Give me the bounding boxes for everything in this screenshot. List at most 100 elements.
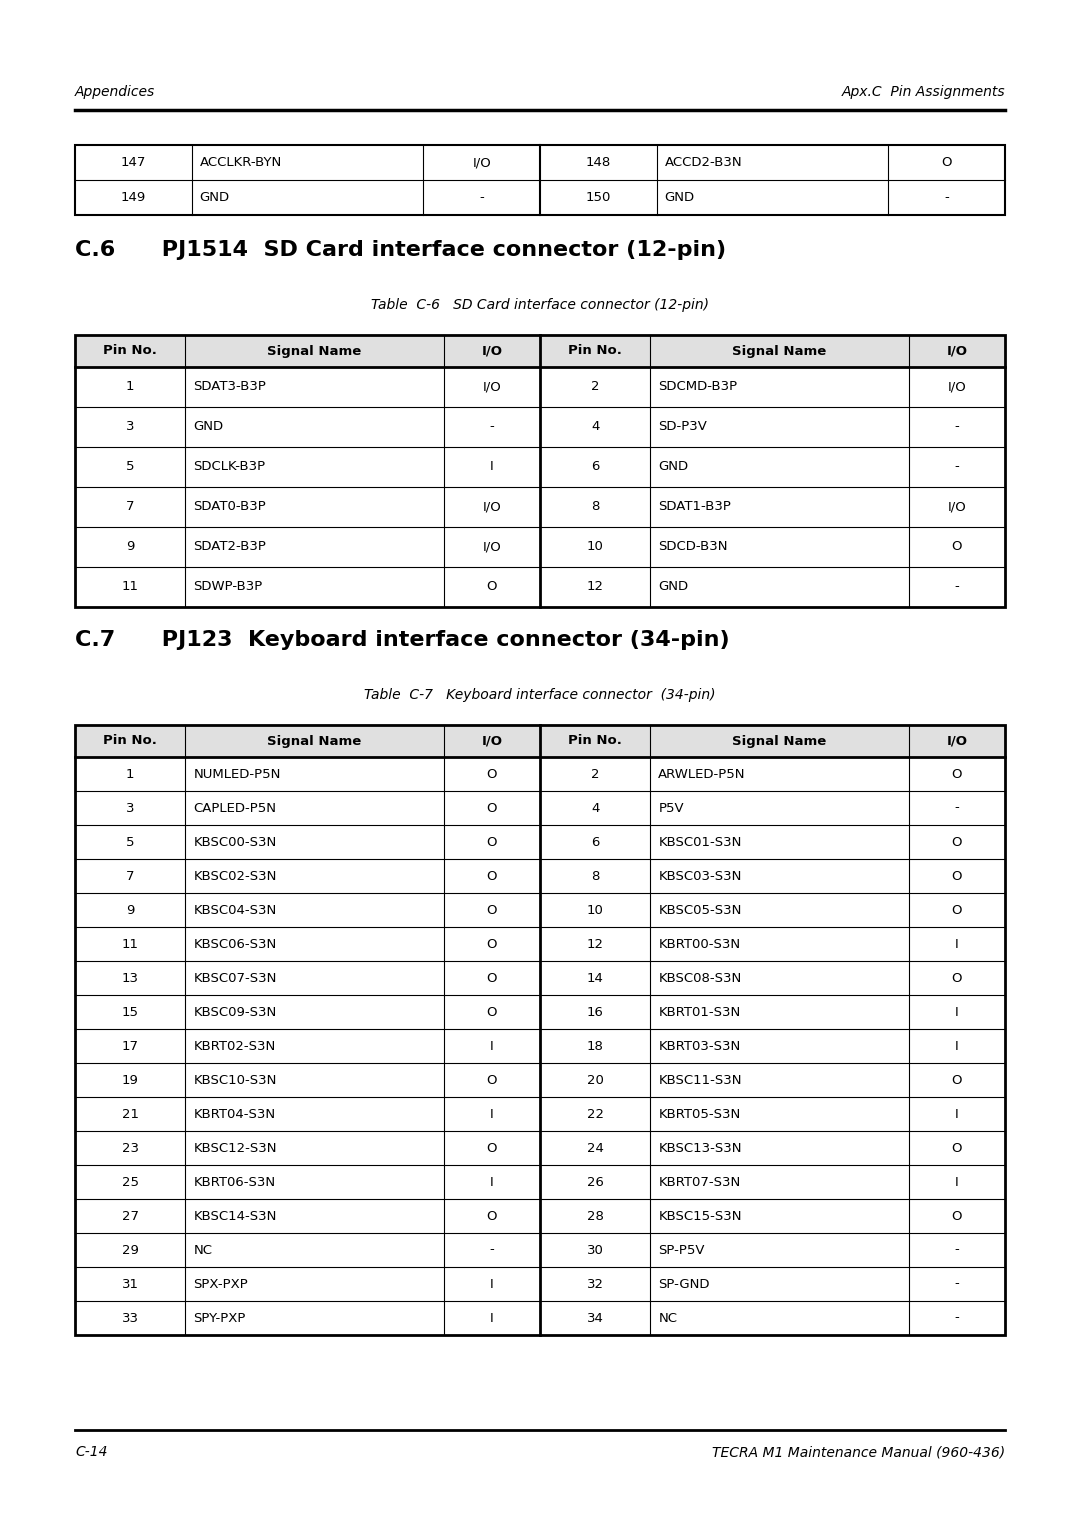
Text: SDAT3-B3P: SDAT3-B3P — [193, 381, 267, 393]
Text: SDCD-B3N: SDCD-B3N — [659, 540, 728, 554]
Text: 26: 26 — [586, 1176, 604, 1188]
Text: KBSC03-S3N: KBSC03-S3N — [659, 869, 742, 883]
Text: ARWLED-P5N: ARWLED-P5N — [659, 767, 746, 781]
Text: O: O — [951, 1142, 962, 1154]
Text: Pin No.: Pin No. — [568, 735, 622, 747]
Text: Pin No.: Pin No. — [104, 735, 157, 747]
Text: 9: 9 — [126, 903, 134, 917]
Text: O: O — [487, 802, 497, 814]
Text: O: O — [951, 869, 962, 883]
Text: O: O — [951, 540, 962, 554]
Text: -: - — [955, 1312, 959, 1325]
Text: -: - — [955, 1243, 959, 1257]
Text: Table  C-6   SD Card interface connector (12-pin): Table C-6 SD Card interface connector (1… — [372, 297, 708, 313]
Text: ACCD2-B3N: ACCD2-B3N — [664, 156, 742, 169]
Text: P5V: P5V — [659, 802, 684, 814]
Text: 9: 9 — [126, 540, 134, 554]
Text: 15: 15 — [122, 1005, 138, 1019]
Text: Pin No.: Pin No. — [568, 345, 622, 357]
Text: KBRT03-S3N: KBRT03-S3N — [659, 1040, 741, 1052]
Text: O: O — [487, 903, 497, 917]
Text: 2: 2 — [591, 767, 599, 781]
Text: -: - — [944, 191, 949, 204]
Text: C.7      PJ123  Keyboard interface connector (34-pin): C.7 PJ123 Keyboard interface connector (… — [75, 630, 730, 650]
Text: -: - — [480, 191, 484, 204]
Text: 10: 10 — [586, 903, 604, 917]
Text: Table  C-7   Keyboard interface connector  (34-pin): Table C-7 Keyboard interface connector (… — [364, 688, 716, 702]
Text: O: O — [487, 869, 497, 883]
Text: NC: NC — [659, 1312, 677, 1325]
Text: 12: 12 — [586, 581, 604, 593]
Text: KBSC07-S3N: KBSC07-S3N — [193, 971, 276, 985]
Text: 150: 150 — [585, 191, 611, 204]
Text: KBRT02-S3N: KBRT02-S3N — [193, 1040, 275, 1052]
Text: I/O: I/O — [483, 540, 501, 554]
Text: O: O — [951, 836, 962, 848]
Text: Apx.C  Pin Assignments: Apx.C Pin Assignments — [841, 85, 1005, 99]
Text: 34: 34 — [586, 1312, 604, 1325]
Text: O: O — [487, 1142, 497, 1154]
Text: 23: 23 — [122, 1142, 138, 1154]
Text: ACCLKR-BYN: ACCLKR-BYN — [200, 156, 282, 169]
Text: I: I — [490, 1278, 494, 1290]
Text: SP-P5V: SP-P5V — [659, 1243, 705, 1257]
Text: Signal Name: Signal Name — [268, 345, 362, 357]
Text: KBRT07-S3N: KBRT07-S3N — [659, 1176, 741, 1188]
Text: 10: 10 — [586, 540, 604, 554]
Text: KBSC04-S3N: KBSC04-S3N — [193, 903, 276, 917]
Text: I/O: I/O — [483, 500, 501, 514]
Text: 12: 12 — [586, 938, 604, 950]
Text: NUMLED-P5N: NUMLED-P5N — [193, 767, 281, 781]
Text: CAPLED-P5N: CAPLED-P5N — [193, 802, 276, 814]
Text: C-14: C-14 — [75, 1446, 108, 1459]
Text: 4: 4 — [591, 802, 599, 814]
Text: 11: 11 — [122, 938, 138, 950]
Text: I: I — [955, 1040, 959, 1052]
Text: -: - — [955, 802, 959, 814]
Text: KBSC14-S3N: KBSC14-S3N — [193, 1209, 276, 1223]
Text: SDCMD-B3P: SDCMD-B3P — [659, 381, 738, 393]
Text: TECRA M1 Maintenance Manual (960-436): TECRA M1 Maintenance Manual (960-436) — [712, 1446, 1005, 1459]
Text: KBSC05-S3N: KBSC05-S3N — [659, 903, 742, 917]
Text: O: O — [951, 1074, 962, 1086]
Text: 18: 18 — [586, 1040, 604, 1052]
Text: SDAT1-B3P: SDAT1-B3P — [659, 500, 731, 514]
Text: 20: 20 — [586, 1074, 604, 1086]
Text: O: O — [487, 971, 497, 985]
Text: 7: 7 — [126, 869, 134, 883]
Text: 25: 25 — [122, 1176, 138, 1188]
Text: 27: 27 — [122, 1209, 138, 1223]
Text: SD-P3V: SD-P3V — [659, 421, 707, 433]
Bar — [75, 336, 1005, 368]
Text: 8: 8 — [591, 869, 599, 883]
Text: I/O: I/O — [947, 381, 967, 393]
Text: I/O: I/O — [472, 156, 491, 169]
Text: I: I — [490, 1176, 494, 1188]
Text: KBRT06-S3N: KBRT06-S3N — [193, 1176, 275, 1188]
Text: SDAT2-B3P: SDAT2-B3P — [193, 540, 267, 554]
Text: 6: 6 — [591, 461, 599, 473]
Text: -: - — [955, 581, 959, 593]
Text: 149: 149 — [121, 191, 146, 204]
Text: KBSC08-S3N: KBSC08-S3N — [659, 971, 742, 985]
Bar — [75, 724, 1005, 756]
Text: KBSC00-S3N: KBSC00-S3N — [193, 836, 276, 848]
Text: KBSC10-S3N: KBSC10-S3N — [193, 1074, 276, 1086]
Text: KBSC01-S3N: KBSC01-S3N — [659, 836, 742, 848]
Text: I/O: I/O — [947, 500, 967, 514]
Text: 148: 148 — [585, 156, 611, 169]
Text: 11: 11 — [122, 581, 138, 593]
Text: SP-GND: SP-GND — [659, 1278, 710, 1290]
Text: 21: 21 — [122, 1107, 138, 1121]
Text: I/O: I/O — [946, 735, 968, 747]
Text: 22: 22 — [586, 1107, 604, 1121]
Text: GND: GND — [664, 191, 694, 204]
Text: I: I — [490, 461, 494, 473]
Text: KBSC13-S3N: KBSC13-S3N — [659, 1142, 742, 1154]
Text: 16: 16 — [586, 1005, 604, 1019]
Text: 33: 33 — [122, 1312, 138, 1325]
Text: SDCLK-B3P: SDCLK-B3P — [193, 461, 266, 473]
Text: I: I — [955, 1107, 959, 1121]
Text: 7: 7 — [126, 500, 134, 514]
Text: I: I — [490, 1312, 494, 1325]
